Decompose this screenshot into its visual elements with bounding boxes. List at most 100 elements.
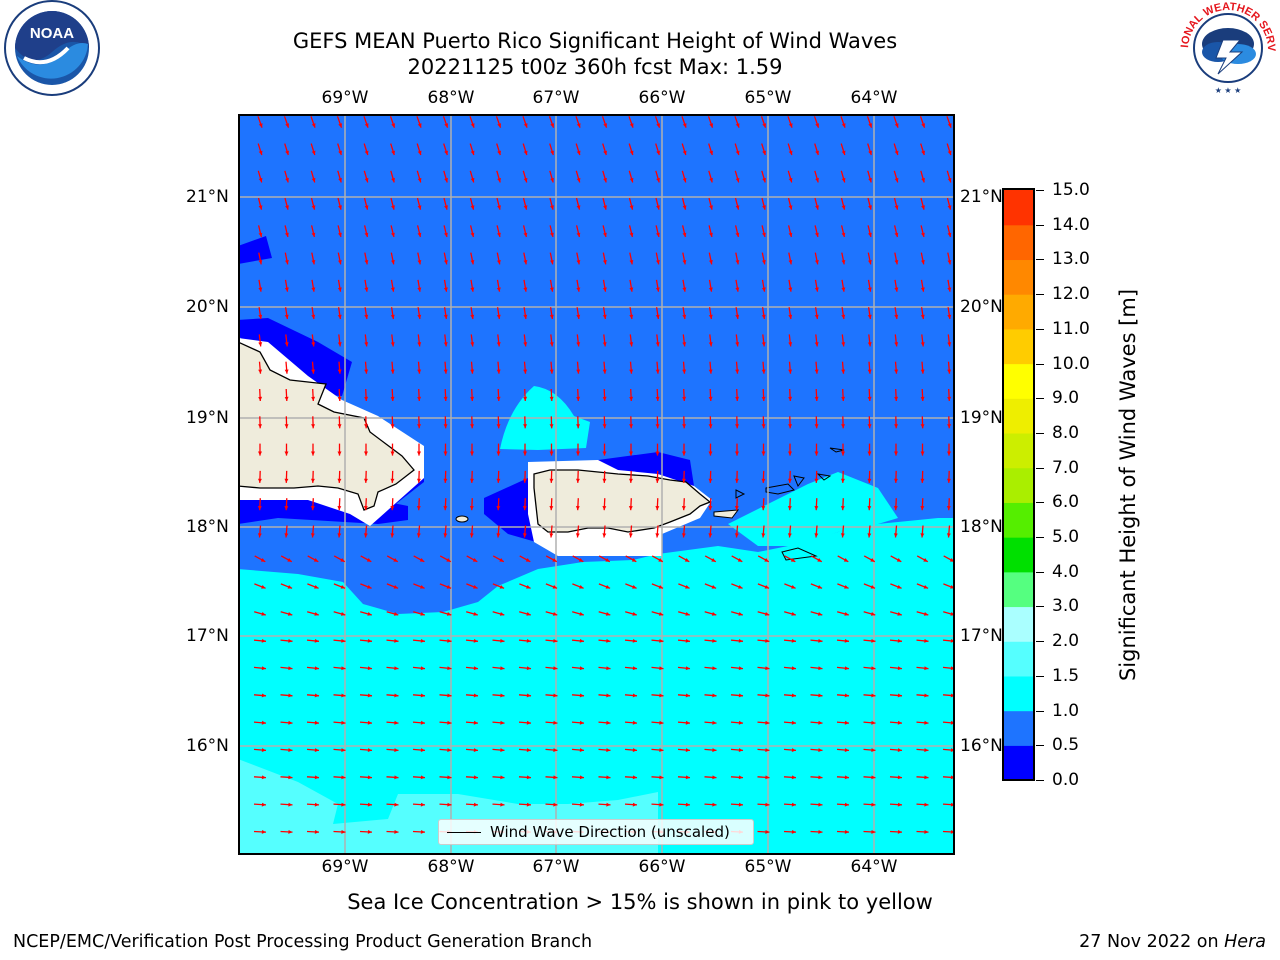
wave-direction-arrowhead bbox=[390, 533, 395, 538]
wave-direction-arrowhead bbox=[444, 205, 448, 210]
wave-direction-arrowhead bbox=[815, 123, 819, 128]
wave-direction-arrowhead bbox=[258, 342, 263, 347]
lat-label-left-20n: 20°N bbox=[186, 297, 229, 317]
wave-direction-arrowhead bbox=[550, 123, 554, 128]
wave-direction-arrowhead bbox=[818, 693, 823, 698]
lat-label-right-19n: 19°N bbox=[960, 408, 1003, 428]
wave-direction-arrowhead bbox=[950, 802, 955, 807]
wave-direction-arrowhead bbox=[550, 260, 554, 265]
wave-direction-arrowhead bbox=[659, 639, 664, 643]
wave-direction-arrowhead bbox=[602, 342, 607, 347]
wave-direction-arrowhead bbox=[947, 478, 951, 483]
wave-direction-arrowhead bbox=[549, 478, 554, 483]
wave-direction-arrowhead bbox=[629, 177, 634, 183]
wave-direction-arrowhead bbox=[735, 451, 739, 456]
wave-direction-arrowhead bbox=[735, 478, 739, 483]
wave-direction-arrowhead bbox=[390, 506, 395, 511]
wave-direction-arrowhead bbox=[681, 506, 686, 511]
colorbar-tick-label: 7.0 bbox=[1052, 457, 1080, 478]
wave-direction-arrowhead bbox=[420, 666, 425, 671]
wave-direction-arrowhead bbox=[814, 451, 819, 456]
wave-direction-arrowhead bbox=[576, 287, 581, 292]
wave-direction-arrowhead bbox=[765, 639, 770, 643]
wave-direction-arrowhead bbox=[417, 396, 422, 401]
wave-direction-arrowhead bbox=[791, 666, 796, 671]
wave-direction-arrowhead bbox=[391, 177, 395, 183]
wave-direction-arrowhead bbox=[261, 775, 266, 780]
wave-direction-arrowhead bbox=[788, 177, 793, 183]
noaa-logo-text: NOAA bbox=[30, 25, 74, 42]
colorbar-tick-mark bbox=[1036, 224, 1044, 226]
wave-direction-arrowhead bbox=[894, 150, 899, 155]
colorbar-tick-mark bbox=[1036, 571, 1044, 573]
wave-direction-arrowhead bbox=[552, 612, 558, 616]
wave-direction-arrowhead bbox=[553, 775, 558, 780]
wave-direction-arrowhead bbox=[708, 478, 713, 483]
wave-direction-arrowhead bbox=[738, 693, 743, 698]
wave-direction-arrowhead bbox=[735, 177, 740, 183]
wave-direction-arrowhead bbox=[844, 720, 849, 725]
wave-direction-arrowhead bbox=[444, 232, 448, 237]
wave-direction-arrowhead bbox=[416, 533, 421, 538]
wave-direction-arrowhead bbox=[314, 666, 319, 671]
wave-direction-arrowhead bbox=[420, 802, 425, 807]
wave-direction-arrowhead bbox=[655, 506, 660, 511]
wave-direction-arrowhead bbox=[950, 666, 955, 671]
wave-direction-arrowhead bbox=[288, 775, 293, 780]
colorbar-tick-mark bbox=[1036, 745, 1044, 747]
wave-direction-arrowhead bbox=[682, 150, 687, 155]
wave-direction-arrowhead bbox=[443, 451, 448, 456]
wave-direction-arrowhead bbox=[788, 424, 792, 429]
wave-direction-arrowhead bbox=[602, 396, 607, 401]
wave-direction-arrowhead bbox=[602, 506, 607, 511]
wave-direction-arrowhead bbox=[682, 478, 686, 483]
wave-direction-arrowhead bbox=[602, 478, 607, 483]
wave-direction-arrowhead bbox=[605, 612, 611, 616]
wave-direction-arrowhead bbox=[867, 506, 872, 511]
wave-direction-arrowhead bbox=[417, 424, 421, 429]
wave-direction-arrowhead bbox=[603, 123, 607, 128]
wave-direction-arrowhead bbox=[632, 720, 637, 725]
wave-direction-arrowhead bbox=[841, 205, 846, 210]
wave-direction-arrowhead bbox=[659, 720, 664, 725]
wave-direction-arrowhead bbox=[579, 693, 584, 698]
wave-direction-arrowhead bbox=[338, 260, 342, 265]
colorbar-tick-mark bbox=[1036, 537, 1044, 539]
colorbar-tick-mark bbox=[1036, 294, 1044, 296]
wave-direction-arrowhead bbox=[659, 693, 664, 698]
wave-direction-arrowhead bbox=[658, 585, 664, 589]
wave-direction-arrowhead bbox=[606, 748, 611, 752]
wave-direction-arrowhead bbox=[552, 585, 558, 589]
lat-label-left-21n: 21°N bbox=[186, 187, 229, 207]
wave-direction-arrowhead bbox=[712, 748, 717, 752]
wave-direction-arrowhead bbox=[629, 205, 634, 210]
wave-direction-arrowhead bbox=[788, 396, 793, 401]
wave-direction-arrowhead bbox=[285, 177, 289, 183]
wave-direction-arrowhead bbox=[950, 775, 955, 780]
wave-direction-arrowhead bbox=[394, 802, 399, 807]
wave-direction-arrowhead bbox=[553, 802, 558, 807]
wave-direction-arrowhead bbox=[257, 533, 262, 538]
wave-direction-arrowhead bbox=[603, 205, 607, 210]
wave-direction-arrowhead bbox=[629, 478, 633, 483]
wave-direction-arrowhead bbox=[606, 666, 611, 671]
wave-direction-arrowhead bbox=[579, 585, 584, 589]
wave-direction-arrowhead bbox=[391, 123, 395, 128]
wave-direction-arrowhead bbox=[420, 585, 425, 589]
wave-direction-arrowhead bbox=[894, 478, 898, 483]
wave-direction-arrowhead bbox=[364, 287, 369, 292]
wave-direction-arrowhead bbox=[500, 802, 505, 807]
colorbar-tick-mark bbox=[1036, 363, 1044, 365]
wave-direction-arrowhead bbox=[470, 205, 475, 210]
wave-direction-arrowhead bbox=[764, 612, 770, 616]
wave-direction-arrowhead bbox=[950, 639, 955, 643]
wave-direction-arrowhead bbox=[950, 830, 955, 834]
wave-direction-arrowhead bbox=[523, 150, 528, 155]
wave-direction-arrowhead bbox=[576, 177, 581, 183]
wave-direction-arrowhead bbox=[735, 342, 740, 347]
wave-direction-arrowhead bbox=[261, 748, 266, 752]
wave-direction-arrowhead bbox=[844, 748, 849, 752]
wave-direction-arrowhead bbox=[788, 205, 793, 210]
wave-direction-arrowhead bbox=[391, 150, 395, 155]
colorbar-segment bbox=[1004, 190, 1034, 226]
